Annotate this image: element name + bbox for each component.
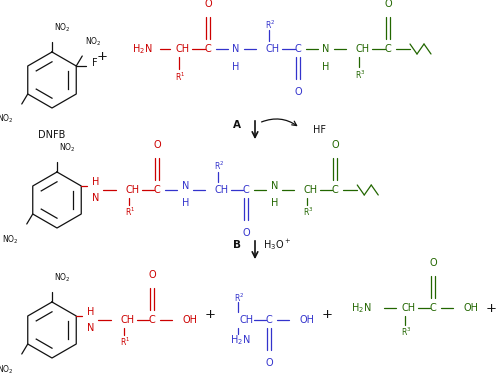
Text: O: O [430,258,437,268]
Text: +: + [322,308,332,321]
Text: NO$_2$: NO$_2$ [0,363,14,376]
Text: +: + [96,50,108,64]
Text: HF: HF [313,125,326,135]
Text: CH: CH [175,44,189,54]
Text: O: O [154,140,161,150]
Text: CH: CH [303,185,318,195]
Text: O: O [204,0,212,9]
Text: O: O [242,228,250,238]
Text: C: C [430,303,436,313]
Text: H: H [92,177,99,187]
Text: R$^3$: R$^3$ [401,326,411,338]
Text: O: O [294,87,302,97]
Text: H$_2$N: H$_2$N [351,301,372,315]
Text: H$_2$N: H$_2$N [132,42,152,56]
Text: CH: CH [214,185,228,195]
Text: O: O [332,140,339,150]
Text: CH: CH [355,44,369,54]
Text: C: C [294,44,302,54]
Text: NO$_2$: NO$_2$ [59,142,76,154]
Text: N: N [86,323,94,333]
Text: H: H [270,198,278,208]
Text: B: B [233,240,241,250]
Text: NO$_2$: NO$_2$ [85,35,102,48]
Text: C: C [243,185,250,195]
Text: NO$_2$: NO$_2$ [0,113,14,126]
Text: H$_2$N: H$_2$N [230,333,250,347]
Text: O: O [148,270,156,280]
Text: H: H [86,307,94,317]
Text: R$^2$: R$^2$ [214,160,224,172]
Text: N: N [232,44,239,54]
Text: CH: CH [239,315,254,325]
Text: CH: CH [401,303,415,313]
Text: DNFB: DNFB [38,130,66,140]
Text: NO$_2$: NO$_2$ [54,21,70,34]
Text: H: H [322,62,330,72]
Text: H: H [182,198,189,208]
Text: +: + [204,308,216,321]
Text: +: + [486,301,496,314]
Text: R$^1$: R$^1$ [125,206,136,218]
Text: OH: OH [182,315,197,325]
Text: F: F [92,58,98,68]
Text: N: N [182,181,189,191]
Text: N: N [322,44,330,54]
Text: CH: CH [265,44,279,54]
Text: OH: OH [299,315,314,325]
Text: CH: CH [120,315,134,325]
Text: R$^2$: R$^2$ [265,19,276,31]
Text: C: C [149,315,156,325]
Text: R$^3$: R$^3$ [355,69,366,81]
Text: H: H [232,62,239,72]
Text: N: N [92,193,99,203]
Text: A: A [233,120,241,130]
Text: C: C [266,315,272,325]
Text: R$^1$: R$^1$ [175,71,186,83]
Text: R$^1$: R$^1$ [120,336,130,348]
Text: CH: CH [125,185,140,195]
Text: NO$_2$: NO$_2$ [2,233,19,245]
Text: C: C [384,44,392,54]
Text: O: O [266,358,273,368]
Text: N: N [270,181,278,191]
Text: R$^2$: R$^2$ [234,292,244,304]
Text: C: C [204,44,212,54]
Text: NO$_2$: NO$_2$ [54,271,70,284]
Text: H$_3$O$^+$: H$_3$O$^+$ [263,238,291,252]
Text: C: C [332,185,338,195]
Text: O: O [384,0,392,9]
Text: OH: OH [463,303,478,313]
Text: C: C [154,185,160,195]
Text: R$^3$: R$^3$ [303,206,314,218]
